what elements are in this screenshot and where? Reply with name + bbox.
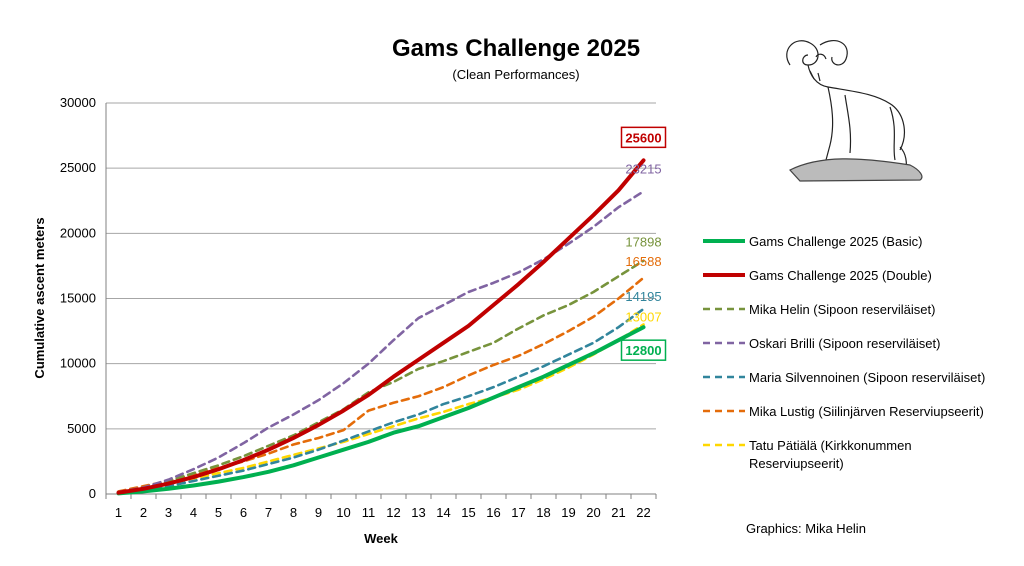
series-line-1: [116, 158, 646, 495]
end-label-1: 25600: [625, 130, 661, 145]
x-tick-1: 1: [115, 505, 122, 520]
x-tick-15: 15: [461, 505, 475, 520]
x-tick-5: 5: [215, 505, 222, 520]
series-line-0: [116, 325, 646, 496]
y-axis-label: Cumulative ascent meters: [32, 217, 47, 378]
end-label-0: 12800: [625, 343, 661, 358]
x-tick-22: 22: [636, 505, 650, 520]
x-tick-3: 3: [165, 505, 172, 520]
x-tick-16: 16: [486, 505, 500, 520]
x-tick-21: 21: [611, 505, 625, 520]
x-tick-19: 19: [561, 505, 575, 520]
y-tick-labels: 0 5000 10000 15000 20000 25000 30000: [60, 95, 96, 501]
y-tick-15000: 15000: [60, 291, 96, 306]
legend-label-1: Gams Challenge 2025 (Double): [749, 268, 932, 283]
x-tick-17: 17: [511, 505, 525, 520]
y-tick-0: 0: [89, 486, 96, 501]
x-tick-4: 4: [190, 505, 197, 520]
y-tick-25000: 25000: [60, 160, 96, 175]
gridlines: [106, 102, 656, 430]
series-line-3: [117, 190, 645, 494]
end-label-6: 13007: [625, 309, 661, 324]
legend-label-3: Oskari Brilli (Sipoon reserviläiset): [749, 336, 940, 351]
end-label-box-0: [620, 339, 667, 361]
end-label-box-1: [620, 126, 667, 149]
series-lines: [116, 158, 646, 496]
legend-label-4: Maria Silvennoinen (Sipoon reserviläiset…: [749, 370, 985, 385]
x-tick-2: 2: [140, 505, 147, 520]
axes: [105, 103, 657, 499]
series-line-4: [117, 307, 645, 494]
end-label-2: 17898: [625, 235, 661, 250]
x-tick-labels: 1 2 3 4 5 6 7 8 9 10 11 12 13 14 15 16 17 18 19 20 21 22: [115, 505, 651, 520]
credit-text: Graphics: Mika Helin: [746, 521, 866, 536]
x-tick-6: 6: [240, 505, 247, 520]
x-tick-18: 18: [536, 505, 550, 520]
end-label-4: 14195: [625, 289, 661, 304]
series-line-2: [117, 259, 645, 494]
legend-label-2: Mika Helin (Sipoon reserviläiset): [749, 302, 935, 317]
x-tick-20: 20: [586, 505, 600, 520]
ram-icon: [786, 40, 923, 182]
chart-subtitle: (Clean Performances): [452, 67, 579, 82]
y-tick-30000: 30000: [60, 95, 96, 110]
x-axis-label: Week: [364, 531, 398, 546]
x-tick-13: 13: [411, 505, 425, 520]
series-line-6: [117, 323, 645, 494]
chart-title: Gams Challenge 2025: [392, 35, 640, 62]
legend-label-6: Tatu Pätiälä (Kirkkonummen: [749, 438, 912, 453]
x-tick-9: 9: [315, 505, 322, 520]
y-tick-10000: 10000: [60, 356, 96, 371]
x-tick-7: 7: [265, 505, 272, 520]
x-tick-14: 14: [436, 505, 450, 520]
y-tick-20000: 20000: [60, 225, 96, 240]
x-tick-8: 8: [290, 505, 297, 520]
legend: Gams Challenge 2025 (Basic) Gams Challeng…: [703, 234, 985, 471]
legend-label-5: Mika Lustig (Siilinjärven Reserviupseeri…: [749, 404, 984, 419]
legend-label-0: Gams Challenge 2025 (Basic): [749, 234, 922, 249]
end-label-5: 16588: [625, 254, 661, 269]
x-tick-11: 11: [362, 505, 376, 520]
x-tick-10: 10: [336, 505, 350, 520]
legend-label-6: Reserviupseerit): [749, 456, 844, 471]
x-tick-12: 12: [386, 505, 400, 520]
y-tick-5000: 5000: [67, 421, 96, 436]
end-labels: 12800 25600 17898 23215 14195 16588 13007: [620, 126, 667, 361]
end-label-3: 23215: [625, 161, 661, 176]
